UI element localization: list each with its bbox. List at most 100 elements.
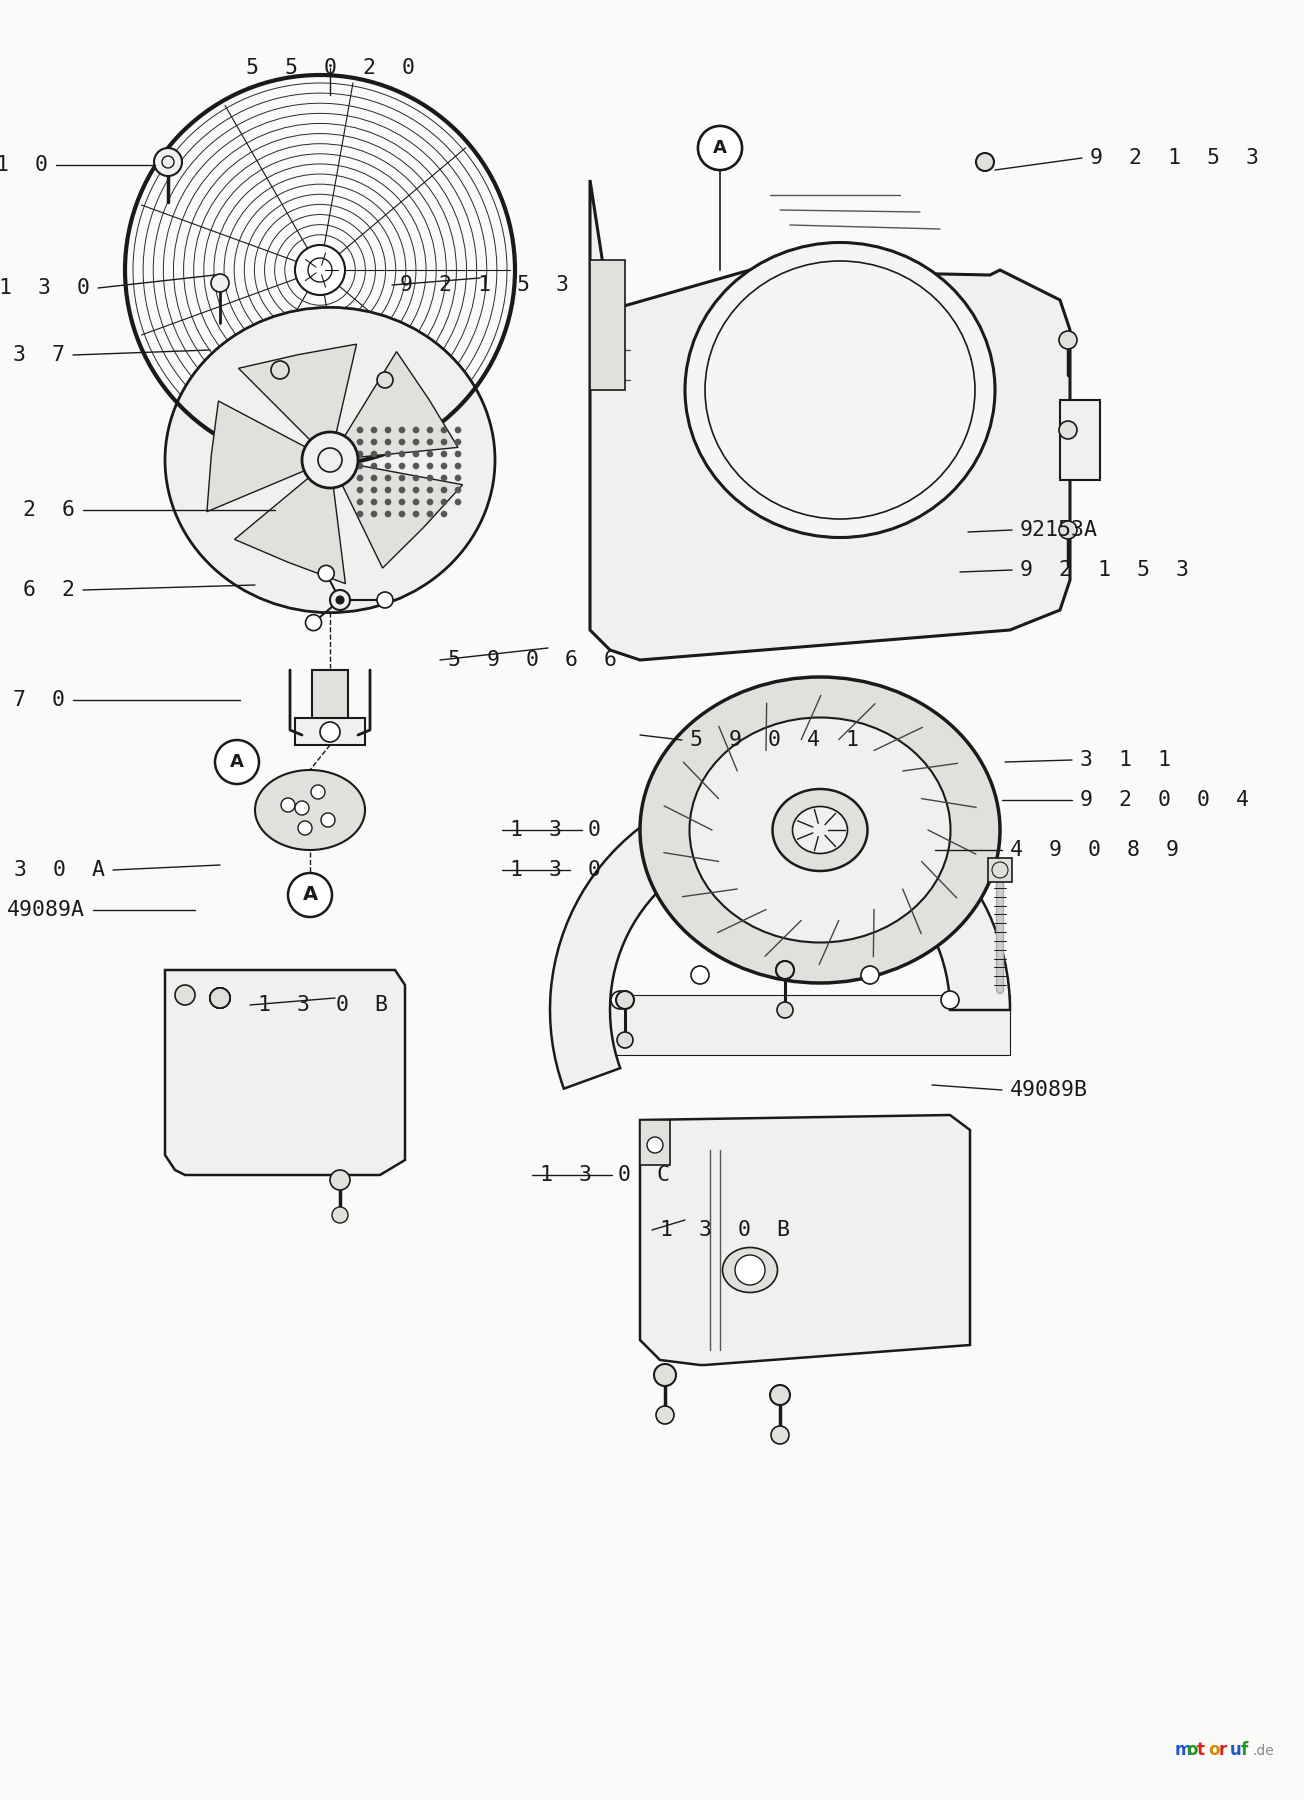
Polygon shape xyxy=(330,461,463,569)
Circle shape xyxy=(385,499,391,506)
Circle shape xyxy=(211,274,230,292)
Text: 1  3  0  B: 1 3 0 B xyxy=(258,995,389,1015)
Text: 1  3  0: 1 3 0 xyxy=(510,821,601,841)
Circle shape xyxy=(1059,421,1077,439)
Circle shape xyxy=(210,988,230,1008)
Circle shape xyxy=(280,797,295,812)
Polygon shape xyxy=(235,461,346,583)
Circle shape xyxy=(455,475,462,481)
Text: 5  9  0  4  1: 5 9 0 4 1 xyxy=(690,731,859,751)
Text: 2  3  0  6  2: 2 3 0 6 2 xyxy=(0,580,76,599)
Circle shape xyxy=(330,1170,349,1190)
Circle shape xyxy=(413,475,419,481)
Circle shape xyxy=(357,488,363,493)
Circle shape xyxy=(385,439,391,445)
Polygon shape xyxy=(330,351,458,461)
Text: 9  2  1  5  3: 9 2 1 5 3 xyxy=(1090,148,1258,167)
Circle shape xyxy=(385,427,391,434)
Circle shape xyxy=(769,1384,790,1406)
Circle shape xyxy=(455,427,462,434)
Circle shape xyxy=(399,488,406,493)
Circle shape xyxy=(357,475,363,481)
Polygon shape xyxy=(207,401,330,511)
Ellipse shape xyxy=(793,806,848,853)
Circle shape xyxy=(336,596,344,605)
Ellipse shape xyxy=(722,1247,777,1292)
Text: 49089B: 49089B xyxy=(1011,1080,1088,1100)
Ellipse shape xyxy=(772,788,867,871)
Circle shape xyxy=(333,1208,348,1222)
Text: A: A xyxy=(230,752,244,770)
Circle shape xyxy=(455,463,462,470)
Circle shape xyxy=(399,463,406,470)
Circle shape xyxy=(441,475,447,481)
Text: A: A xyxy=(713,139,726,157)
Circle shape xyxy=(426,488,433,493)
Circle shape xyxy=(426,511,433,517)
Circle shape xyxy=(617,1031,632,1048)
Polygon shape xyxy=(640,1120,670,1165)
Circle shape xyxy=(372,452,377,457)
Circle shape xyxy=(372,463,377,470)
Circle shape xyxy=(305,614,322,630)
Circle shape xyxy=(975,153,994,171)
Circle shape xyxy=(735,1255,765,1285)
Circle shape xyxy=(655,1364,675,1386)
Circle shape xyxy=(385,475,391,481)
Circle shape xyxy=(776,961,794,979)
Circle shape xyxy=(210,988,230,1008)
Circle shape xyxy=(771,1426,789,1444)
Circle shape xyxy=(455,488,462,493)
Circle shape xyxy=(615,992,634,1010)
Circle shape xyxy=(399,499,406,506)
Circle shape xyxy=(413,427,419,434)
Ellipse shape xyxy=(166,308,496,612)
Text: 1  3  0  A: 1 3 0 A xyxy=(0,860,106,880)
Text: 1  3  0: 1 3 0 xyxy=(0,277,90,299)
Wedge shape xyxy=(550,779,1011,1089)
Circle shape xyxy=(372,475,377,481)
Text: o: o xyxy=(1208,1741,1219,1759)
Circle shape xyxy=(399,427,406,434)
Circle shape xyxy=(372,439,377,445)
Circle shape xyxy=(441,488,447,493)
Circle shape xyxy=(441,499,447,506)
Text: 9  2  1  5  3: 9 2 1 5 3 xyxy=(1020,560,1189,580)
Polygon shape xyxy=(559,995,1011,1055)
Circle shape xyxy=(861,967,879,985)
Circle shape xyxy=(426,463,433,470)
Circle shape xyxy=(319,722,340,742)
Circle shape xyxy=(385,452,391,457)
Circle shape xyxy=(647,1138,662,1154)
Circle shape xyxy=(210,988,230,1008)
Text: 1  3  2  7  0: 1 3 2 7 0 xyxy=(0,689,65,709)
Circle shape xyxy=(413,499,419,506)
Text: 1  3  0  C: 1 3 0 C xyxy=(540,1165,670,1184)
Circle shape xyxy=(321,814,335,826)
Text: 1  3  0: 1 3 0 xyxy=(510,860,601,880)
Circle shape xyxy=(377,373,393,389)
Text: 5  5  0  2  0: 5 5 0 2 0 xyxy=(245,58,415,77)
Polygon shape xyxy=(312,670,348,720)
Circle shape xyxy=(295,801,309,815)
Circle shape xyxy=(210,988,230,1008)
Circle shape xyxy=(777,1003,793,1019)
Circle shape xyxy=(372,499,377,506)
Circle shape xyxy=(413,439,419,445)
Circle shape xyxy=(357,463,363,470)
Text: 9  2  0  0  4: 9 2 0 0 4 xyxy=(1080,790,1249,810)
Circle shape xyxy=(154,148,183,176)
Circle shape xyxy=(1059,331,1077,349)
Circle shape xyxy=(318,565,334,581)
Polygon shape xyxy=(166,970,406,1175)
Text: A: A xyxy=(712,139,728,158)
Circle shape xyxy=(941,992,958,1010)
Text: m: m xyxy=(1175,1741,1192,1759)
Circle shape xyxy=(426,427,433,434)
Text: 4  9  0  8  9: 4 9 0 8 9 xyxy=(1011,841,1179,860)
Circle shape xyxy=(357,439,363,445)
Circle shape xyxy=(426,475,433,481)
Circle shape xyxy=(385,488,391,493)
Ellipse shape xyxy=(685,243,995,538)
Circle shape xyxy=(310,785,325,799)
